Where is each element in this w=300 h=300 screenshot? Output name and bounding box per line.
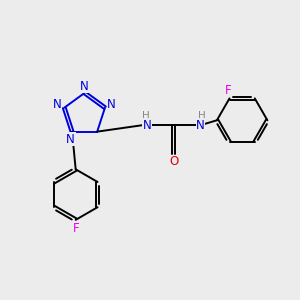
- Text: N: N: [66, 133, 75, 146]
- Text: H: H: [142, 111, 149, 122]
- Text: F: F: [225, 84, 231, 97]
- Text: H: H: [198, 111, 206, 122]
- Text: N: N: [143, 118, 152, 131]
- Text: N: N: [53, 98, 62, 111]
- Text: N: N: [80, 80, 89, 93]
- Text: O: O: [169, 155, 178, 168]
- Text: N: N: [196, 118, 205, 131]
- Text: N: N: [107, 98, 116, 111]
- Text: F: F: [72, 222, 79, 235]
